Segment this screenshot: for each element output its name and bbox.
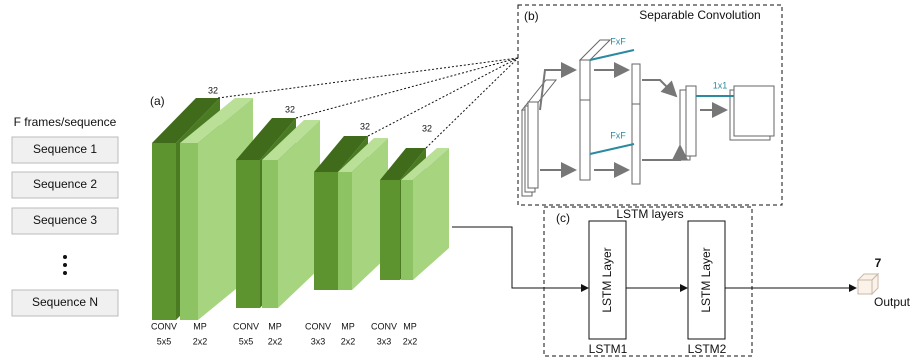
- sequence-label: Sequence 1: [33, 142, 97, 156]
- depthwise-filter: FxF: [610, 36, 626, 46]
- flow-arrows: [452, 227, 856, 288]
- layer-type: MP: [193, 321, 207, 331]
- depthwise-filter: FxF: [610, 130, 626, 140]
- sequences: Sequence 1 Sequence 2 Sequence 3 Sequenc…: [12, 137, 118, 316]
- layer-front: [338, 172, 352, 290]
- layer-front: [236, 160, 260, 308]
- separable-title: Separable Convolution: [639, 8, 760, 22]
- output-label: Output: [874, 295, 911, 309]
- output-cube: [858, 274, 878, 294]
- layer-front: [152, 143, 176, 320]
- layer-type: MP: [403, 321, 417, 331]
- layer-type: CONV: [151, 321, 177, 331]
- layer-size: 2x2: [341, 336, 356, 346]
- channel-count: 32: [360, 121, 370, 131]
- channel-count: 32: [285, 104, 295, 114]
- layer-front: [262, 160, 278, 308]
- layer-type: MP: [341, 321, 355, 331]
- sequence-label: Sequence N: [32, 295, 98, 309]
- cnn-label: (a): [150, 94, 165, 108]
- layer-type: CONV: [233, 321, 259, 331]
- output-count: 7: [875, 256, 882, 270]
- lstm-layer-label: LSTM Layer: [600, 247, 614, 312]
- separable-drawing: [522, 40, 774, 196]
- layer-type: CONV: [305, 321, 331, 331]
- input-title: F frames/sequence: [14, 115, 117, 129]
- lstm-name: LSTM1: [589, 342, 628, 356]
- pointwise-filter: 1x1: [713, 80, 728, 90]
- lstm-label: (c): [556, 211, 570, 225]
- layer-type: MP: [268, 321, 282, 331]
- ellipsis-dot: [63, 263, 67, 267]
- layer-front: [180, 143, 198, 320]
- separable-label: (b): [524, 9, 539, 23]
- ellipsis-dot: [63, 255, 67, 259]
- layer-size: 3x3: [377, 336, 392, 346]
- sequence-label: Sequence 2: [33, 177, 97, 191]
- layer-type: CONV: [371, 321, 397, 331]
- cnn-layers: CONV 5x5 MP 2x2 CONV 5x5 MP 2x2 CONV 3x3 MP 2x2 CONV…: [151, 98, 449, 346]
- layer-size: 2x2: [193, 336, 208, 346]
- sequence-label: Sequence 3: [33, 213, 97, 227]
- ellipsis-dot: [63, 271, 67, 275]
- channel-count: 32: [422, 123, 432, 133]
- layer-size: 2x2: [268, 336, 283, 346]
- channel-count: 32: [208, 85, 218, 95]
- layer-front: [314, 172, 338, 290]
- layer-size: 5x5: [157, 336, 172, 346]
- layer-front: [380, 180, 400, 280]
- layer-size: 5x5: [239, 336, 254, 346]
- layer-front: [401, 180, 413, 280]
- lstm-title: LSTM layers: [616, 207, 683, 221]
- lstm-name: LSTM2: [688, 342, 727, 356]
- layer-size: 2x2: [403, 336, 418, 346]
- lstm-layer-label: LSTM Layer: [699, 247, 713, 312]
- diagram: F frames/sequence Sequence 1 Sequence 2 …: [0, 0, 918, 358]
- layer-size: 3x3: [311, 336, 326, 346]
